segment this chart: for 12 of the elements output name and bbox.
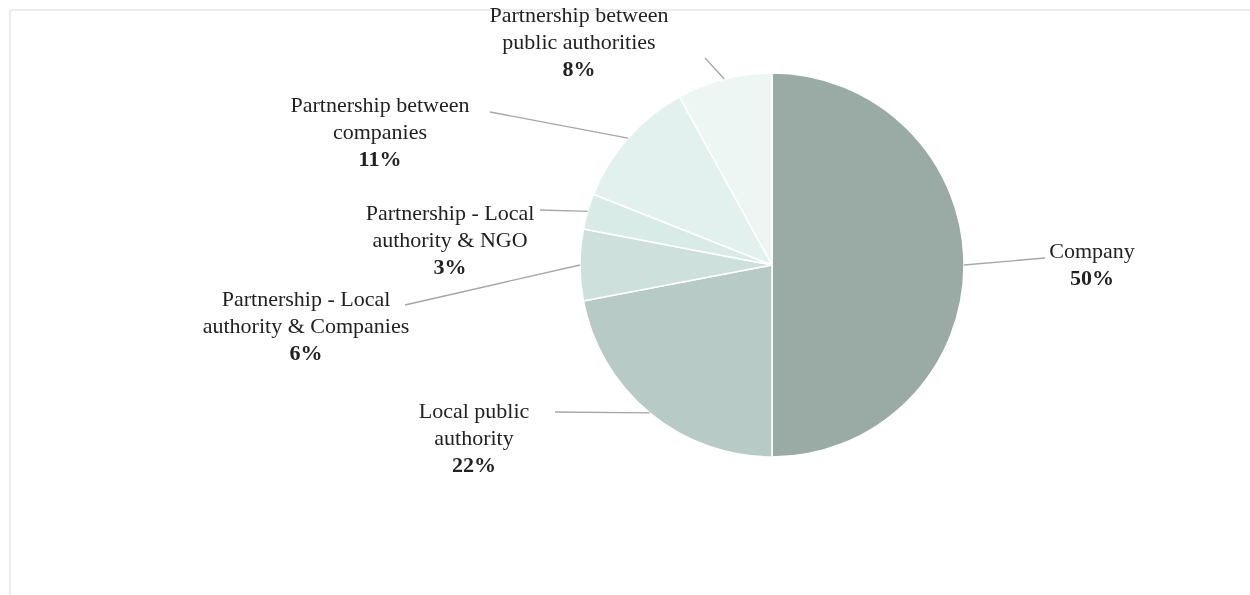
slice-label: Partnership between companies: [290, 92, 470, 144]
slice-label: Partnership between public authorities: [489, 2, 669, 54]
slice-label: Company: [1049, 238, 1135, 263]
data-label: 11%: [358, 146, 402, 171]
data-label: 8%: [562, 56, 596, 81]
data-label: 50%: [1070, 265, 1114, 290]
slice-label: Partnership - Local authority & NGO: [365, 200, 535, 252]
slice-label: Partnership - Local authority & Companies: [202, 286, 410, 338]
data-label: 3%: [433, 254, 467, 279]
slice-label: Local public authority: [418, 398, 530, 450]
data-label: 22%: [452, 452, 496, 477]
data-label: 6%: [289, 340, 323, 365]
